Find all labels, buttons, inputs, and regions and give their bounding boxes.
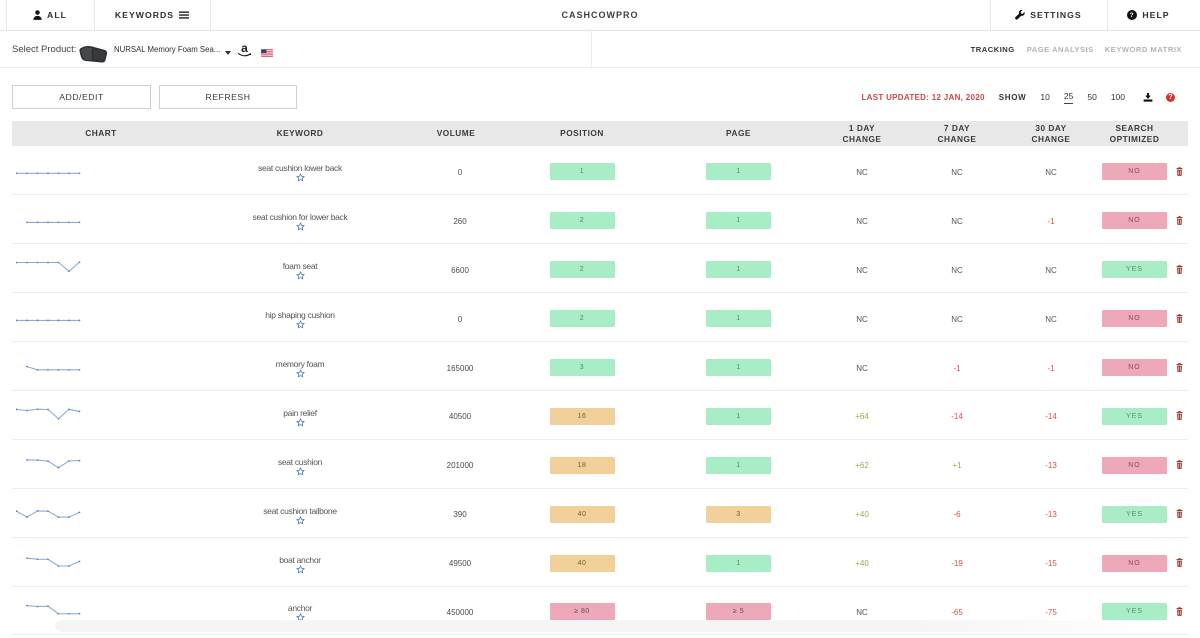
svg-text:?: ? xyxy=(1130,12,1134,19)
svg-text:a: a xyxy=(241,42,248,55)
